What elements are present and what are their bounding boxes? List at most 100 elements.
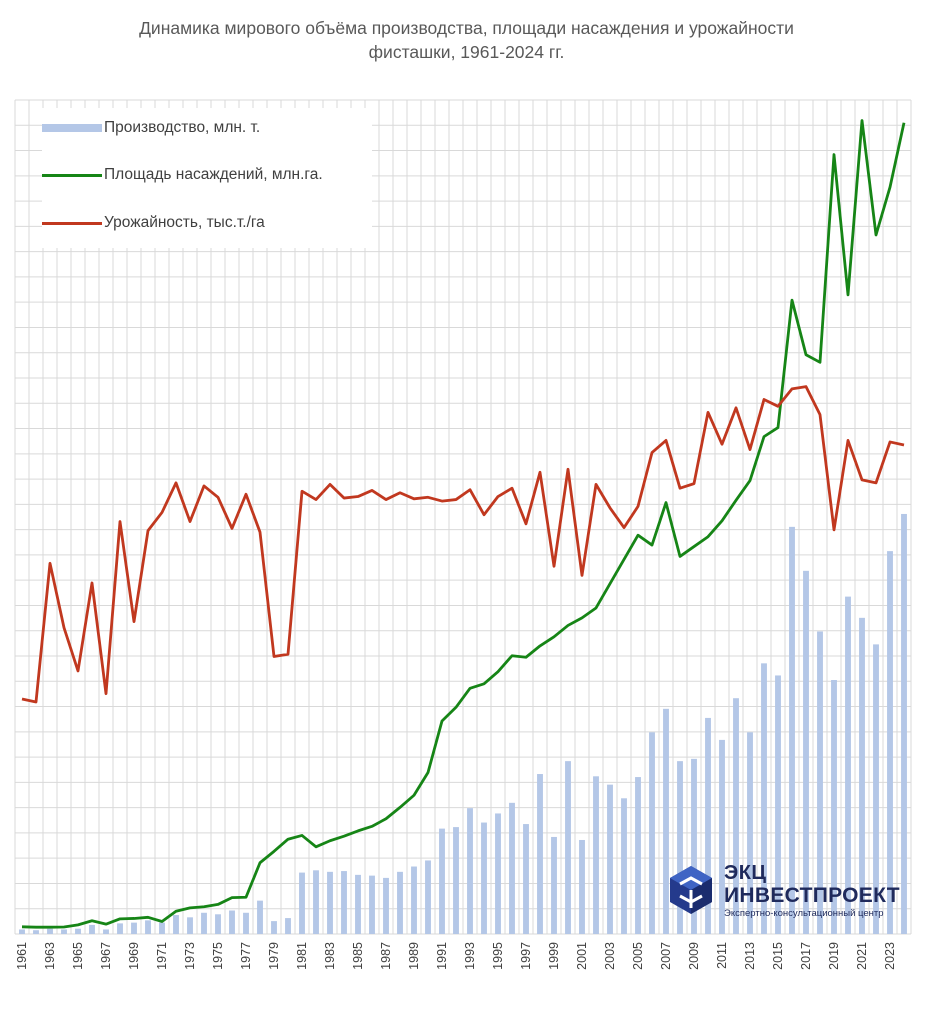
production-bar — [285, 918, 291, 934]
production-bar — [75, 928, 81, 934]
production-bar — [411, 866, 417, 934]
x-tick-label: 1989 — [407, 942, 421, 970]
x-tick-label: 1977 — [239, 942, 253, 970]
x-tick-label: 1983 — [323, 942, 337, 970]
x-tick-label: 1993 — [463, 942, 477, 970]
x-tick-label: 1991 — [435, 942, 449, 970]
production-bar — [327, 871, 333, 934]
production-bar — [131, 922, 137, 934]
production-bar — [257, 900, 263, 934]
production-bar — [425, 860, 431, 934]
production-bar — [859, 617, 865, 934]
production-bar — [47, 928, 53, 934]
x-tick-label: 2007 — [659, 942, 673, 970]
production-bar — [229, 910, 235, 934]
production-bar — [719, 739, 725, 934]
company-logo: ЭКЦ ИНВЕСТПРОЕКТ Экспертно-консультацион… — [668, 860, 908, 924]
production-bar — [635, 777, 641, 934]
production-bar — [747, 732, 753, 934]
production-bar — [369, 875, 375, 934]
yield-series-line — [21, 385, 905, 704]
x-tick-label: 1967 — [99, 942, 113, 970]
production-bar — [201, 912, 207, 934]
production-bar — [439, 828, 445, 934]
production-bars — [19, 513, 907, 934]
legend-label-production: Производство, млн. т. — [104, 119, 261, 136]
x-tick-label: 2011 — [715, 942, 729, 969]
production-bar — [789, 526, 795, 934]
production-bar — [481, 822, 487, 934]
x-tick-label: 1965 — [71, 942, 85, 970]
production-bar — [495, 813, 501, 934]
x-tick-label: 1985 — [351, 942, 365, 970]
legend: Производство, млн. т. Площадь насаждений… — [42, 108, 372, 248]
production-bar — [775, 675, 781, 934]
x-tick-label: 2009 — [687, 942, 701, 970]
x-tick-label: 1973 — [183, 942, 197, 970]
logo-text-line-2: ИНВЕСТПРОЕКТ — [724, 884, 900, 907]
production-bar — [173, 915, 179, 934]
production-bar — [691, 758, 697, 934]
production-bar — [845, 596, 851, 934]
x-tick-label: 1981 — [295, 942, 309, 970]
production-bar — [579, 839, 585, 934]
x-tick-label: 1997 — [519, 942, 533, 970]
legend-swatch-area — [42, 173, 102, 177]
production-bar — [355, 874, 361, 934]
x-tick-label: 2005 — [631, 942, 645, 970]
x-tick-label: 2003 — [603, 942, 617, 970]
production-bar — [733, 698, 739, 934]
production-bar — [831, 680, 837, 934]
x-tick-label: 2021 — [855, 942, 869, 970]
x-tick-label: 1995 — [491, 942, 505, 970]
production-bar — [33, 930, 39, 934]
production-bar — [607, 784, 613, 934]
production-bar — [271, 921, 277, 934]
production-bar — [383, 877, 389, 934]
x-tick-label: 2015 — [771, 942, 785, 970]
production-bar — [887, 551, 893, 934]
legend-swatch-yield — [42, 221, 102, 225]
production-bar — [523, 824, 529, 934]
legend-item-production: Производство, млн. т. — [42, 116, 260, 140]
legend-swatch-production — [42, 124, 102, 132]
logo-cube-icon — [670, 866, 712, 914]
production-bar — [803, 570, 809, 934]
production-bar — [313, 870, 319, 934]
production-bar — [397, 871, 403, 934]
production-bar — [593, 776, 599, 934]
x-tick-label: 2013 — [743, 942, 757, 970]
x-tick-label: 1975 — [211, 942, 225, 970]
logo-text-line-3: Экспертно-консультационный центр — [724, 908, 884, 919]
production-bar — [19, 929, 25, 934]
production-bar — [817, 631, 823, 934]
production-bar — [159, 922, 165, 934]
x-tick-label: 1961 — [15, 942, 29, 970]
production-bar — [243, 912, 249, 934]
production-bar — [299, 872, 305, 934]
x-tick-label: 2019 — [827, 942, 841, 970]
legend-label-yield: Урожайность, тыс.т./га — [104, 214, 265, 231]
legend-label-area: Площадь насаждений, млн.га. — [104, 166, 323, 183]
production-bar — [873, 644, 879, 934]
x-tick-label: 1969 — [127, 942, 141, 970]
production-bar — [187, 917, 193, 934]
legend-item-yield: Урожайность, тыс.т./га — [42, 211, 265, 235]
production-bar — [537, 774, 543, 934]
production-bar — [61, 929, 67, 934]
x-tick-label: 2023 — [883, 942, 897, 970]
production-bar — [901, 513, 907, 934]
production-bar — [467, 808, 473, 934]
chart-title: Динамика мирового объёма производства, п… — [0, 16, 933, 64]
x-tick-label: 1979 — [267, 942, 281, 970]
production-bar — [663, 708, 669, 934]
production-bar — [621, 798, 627, 934]
area-series-line — [21, 119, 906, 929]
production-bar — [761, 663, 767, 934]
x-tick-label: 1971 — [155, 942, 169, 970]
production-bar — [509, 802, 515, 934]
logo-text-line-1: ЭКЦ — [724, 862, 767, 884]
chart-title-line-2: фисташки, 1961-2024 гг. — [368, 42, 565, 62]
production-bar — [453, 827, 459, 934]
legend-item-area: Площадь насаждений, млн.га. — [42, 163, 323, 187]
